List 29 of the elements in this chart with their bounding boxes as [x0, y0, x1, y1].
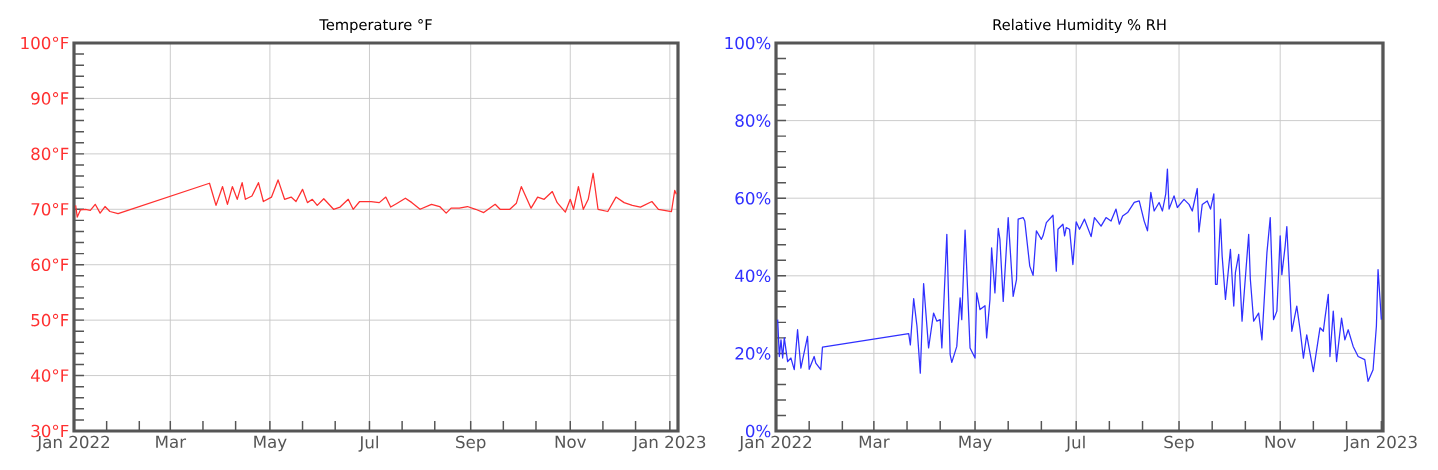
- x-tick-label: Mar: [859, 435, 890, 449]
- y-tick-label: 30°F: [31, 424, 69, 438]
- y-tick-label: 100%: [725, 36, 771, 50]
- line-series: [74, 172, 678, 218]
- x-tick-label: Nov: [555, 435, 587, 449]
- x-tick-label: Jan 2023: [1343, 435, 1417, 452]
- chart-title: Temperature °F: [319, 19, 432, 33]
- x-tick-label: Jul: [358, 435, 378, 452]
- y-tick-label: 100°F: [21, 36, 69, 50]
- chart-title: Relative Humidity % RH: [993, 18, 1166, 33]
- x-tick-label: Jul: [1065, 435, 1085, 452]
- x-tick-label: Nov: [1265, 435, 1296, 449]
- x-tick-label: Sep: [1164, 435, 1194, 452]
- y-tick-label: 50°F: [31, 313, 69, 327]
- y-tick-label: 90°F: [31, 92, 69, 105]
- y-tick-label: 70°F: [31, 202, 69, 216]
- y-tick-label: 20%: [735, 347, 771, 360]
- y-tick-label: 80°F: [31, 147, 69, 161]
- y-tick-label: 60°F: [31, 258, 69, 272]
- x-tick-label: Sep: [456, 435, 486, 452]
- x-tick-label: Jan 2023: [632, 435, 706, 452]
- y-tick-label: 80%: [735, 114, 771, 127]
- y-tick-label: 60%: [735, 191, 771, 205]
- line-series: [777, 168, 1382, 382]
- y-tick-label: 40°F: [30, 369, 69, 382]
- x-tick-label: May: [254, 435, 287, 452]
- y-tick-label: 40%: [735, 269, 771, 283]
- x-tick-label: Mar: [156, 435, 187, 449]
- x-tick-label: May: [959, 435, 992, 452]
